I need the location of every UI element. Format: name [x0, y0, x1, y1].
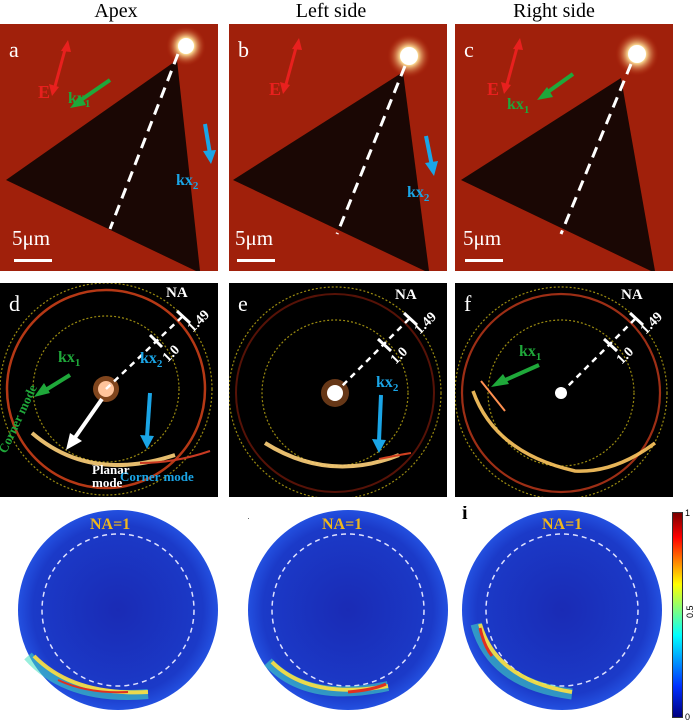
kx2-label: kx2	[140, 350, 163, 371]
kx1-label: kx1	[519, 343, 542, 364]
panel-f: f NA 1.49 1.0 kx1	[455, 283, 673, 497]
triangle-shape	[6, 60, 200, 271]
e-field-label: E	[487, 79, 500, 99]
column-title-right-side: Right side	[513, 0, 595, 22]
panel-b: b E kx2 5μm	[229, 24, 447, 271]
scale-bar-label: 5μm	[463, 226, 502, 250]
triangle-shape	[461, 78, 655, 271]
panel-letter: d	[9, 291, 20, 316]
na-1-label: NA=1	[322, 516, 363, 533]
e-field-label: E	[269, 79, 282, 99]
na-label: NA	[621, 287, 643, 303]
scale-bar-label: 5μm	[235, 226, 274, 250]
panel-letter: h	[248, 506, 249, 525]
na-label: NA	[395, 287, 417, 303]
panel-d: d NA 1.49 1.0 kx1 kx2 Corner mode Planar…	[0, 283, 218, 497]
panel-letter: i	[462, 506, 468, 524]
kx2-label: kx2	[407, 184, 430, 205]
na-1-label: NA=1	[542, 516, 583, 533]
colorbar	[672, 512, 683, 718]
e-field-label: E	[38, 82, 51, 102]
column-title-left-side: Left side	[295, 0, 367, 22]
panel-letter: e	[238, 291, 248, 316]
panel-letter: f	[464, 291, 472, 316]
column-title-apex: Apex	[94, 0, 138, 22]
panel-letter: b	[238, 37, 249, 62]
planar-mode-label: Planar mode	[92, 462, 130, 490]
panel-c: c E kx1 5μm	[455, 24, 673, 271]
kx1-label: kx1	[58, 349, 81, 370]
kx2-label: kx2	[376, 374, 399, 395]
na-1-label: NA=1	[90, 516, 131, 533]
scale-bar-label: 5μm	[12, 226, 51, 250]
kx1-label: kx1	[507, 96, 530, 117]
colorbar-max-label: 1	[685, 508, 691, 518]
corner-mode-blue-label: Corner mode	[120, 469, 194, 484]
panel-e: e NA 1.49 1.0 kx2	[229, 283, 447, 497]
panel-h: h NA=1	[248, 506, 458, 718]
colorbar-mid-label: 0.5	[685, 605, 695, 618]
panel-letter: a	[9, 37, 19, 62]
na-label: NA	[166, 285, 188, 301]
panel-a: a E kx1 kx2 5μm	[0, 24, 218, 271]
triangle-shape	[233, 72, 429, 271]
panel-letter: c	[464, 37, 474, 62]
kx2-label: kx2	[176, 172, 199, 193]
panel-i: i NA=1	[462, 506, 672, 718]
kx1-label: kx1	[68, 90, 91, 111]
colorbar-min-label: 0	[685, 712, 691, 722]
panel-g: g NA=1	[18, 506, 228, 718]
